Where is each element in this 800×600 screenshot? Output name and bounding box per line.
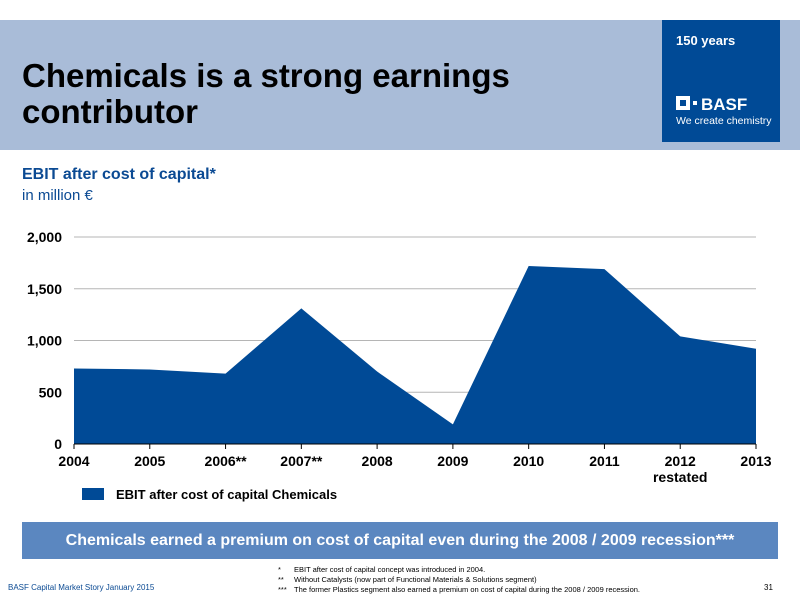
- y-tick-label: 0: [54, 436, 62, 452]
- footnote-1: * EBIT after cost of capital concept was …: [278, 565, 486, 574]
- x-tick-label: 2006**: [205, 453, 248, 469]
- footnotes: * EBIT after cost of capital concept was …: [278, 565, 640, 595]
- svg-text:BASF: BASF: [701, 95, 747, 112]
- x-tick-label: restated: [653, 469, 707, 482]
- x-tick-label: 2012: [665, 453, 696, 469]
- slide-title: Chemicals is a strong earnings contribut…: [22, 57, 510, 130]
- basf-brand-box: 150 years BASF We create chemistry: [662, 20, 780, 142]
- x-tick-label: 2008: [362, 453, 393, 469]
- legend-label: EBIT after cost of capital Chemicals: [116, 486, 338, 502]
- ebit-area-chart: 0 500 1,000 1,500 2,000 2004 2005 2006** 2007** 2…: [27, 229, 772, 482]
- footer-source: BASF Capital Market Story January 2015: [8, 583, 155, 592]
- chart-unit: in million €: [22, 187, 93, 204]
- legend-swatch: [82, 488, 104, 500]
- anniversary-label: 150 years: [676, 33, 736, 48]
- chart-title: EBIT after cost of capital*: [22, 166, 216, 183]
- y-tick-label: 1,500: [27, 281, 62, 297]
- x-tick-label: 2011: [589, 453, 620, 469]
- x-tick-label: 2004: [58, 453, 89, 469]
- y-tick-label: 1,000: [27, 333, 62, 349]
- basf-logo-icon: BASF: [676, 95, 747, 112]
- x-tick-label: 2005: [134, 453, 165, 469]
- brand-tagline: We create chemistry: [676, 115, 772, 127]
- area-series-ebit-chemicals: [74, 265, 756, 444]
- y-tick-label: 500: [39, 384, 63, 400]
- y-tick-label: 2,000: [27, 229, 62, 245]
- key-message-banner: Chemicals earned a premium on cost of ca…: [22, 522, 778, 559]
- footnote-2: ** Without Catalysts (now part of Functio…: [278, 575, 537, 584]
- x-tick-label: 2013: [740, 453, 771, 469]
- x-tick-label: 2007**: [280, 453, 323, 469]
- page-number: 31: [764, 583, 773, 592]
- x-tick-label: 2010: [513, 453, 544, 469]
- chart-legend: EBIT after cost of capital Chemicals: [82, 486, 337, 502]
- footnote-3: *** The former Plastics segment also earn…: [278, 585, 641, 594]
- x-tick-label: 2009: [437, 453, 468, 469]
